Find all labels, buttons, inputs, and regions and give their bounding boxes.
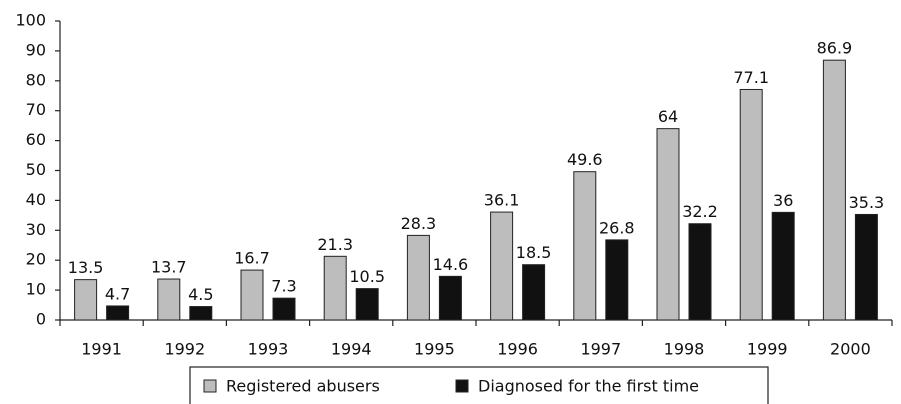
data-label: 7.3 <box>271 277 296 296</box>
bar <box>157 278 181 321</box>
y-tick-label: 60 <box>26 130 46 149</box>
x-tick-label: 1996 <box>497 340 538 359</box>
y-tick-label: 90 <box>26 40 46 59</box>
y-tick-label: 70 <box>26 100 46 119</box>
data-label: 64 <box>658 107 678 126</box>
bar <box>189 306 213 321</box>
y-tick-label: 50 <box>26 160 46 179</box>
data-label: 36 <box>773 191 793 210</box>
x-tick-label: 1991 <box>81 340 122 359</box>
data-label: 4.7 <box>105 284 130 303</box>
y-tick-label: 80 <box>26 70 46 89</box>
bar <box>739 88 763 321</box>
bar <box>822 59 846 321</box>
y-tick-label: 0 <box>36 310 46 329</box>
bar <box>688 223 712 321</box>
data-label: 10.5 <box>349 267 385 286</box>
bar <box>240 269 264 321</box>
data-label: 77.1 <box>733 68 769 87</box>
x-tick-label: 1995 <box>414 340 455 359</box>
legend-swatch <box>203 379 217 393</box>
data-label: 28.3 <box>401 214 437 233</box>
data-label: 13.7 <box>151 258 187 277</box>
bar <box>522 264 546 321</box>
y-tick-label: 20 <box>26 250 46 269</box>
bar <box>605 239 629 321</box>
data-label: 35.3 <box>849 193 885 212</box>
data-label: 26.8 <box>599 218 635 237</box>
data-label: 32.2 <box>682 202 718 221</box>
data-label: 49.6 <box>567 150 603 169</box>
legend-label: Registered abusers <box>226 377 380 396</box>
legend-swatch <box>455 379 469 393</box>
y-tick-label: 100 <box>15 11 46 30</box>
x-tick-label: 1997 <box>580 340 621 359</box>
x-tick-label: 1994 <box>331 340 372 359</box>
y-tick-label: 30 <box>26 220 46 239</box>
bar <box>323 255 347 321</box>
data-label: 4.5 <box>188 285 213 304</box>
x-tick-label: 1998 <box>664 340 705 359</box>
data-label: 18.5 <box>516 243 552 262</box>
bar <box>438 275 462 321</box>
bar <box>573 171 597 321</box>
bar <box>406 234 430 321</box>
x-tick-label: 2000 <box>830 340 871 359</box>
bar <box>272 297 296 321</box>
bar <box>490 211 514 321</box>
data-label: 14.6 <box>433 255 469 274</box>
y-tick-label: 10 <box>26 280 46 299</box>
bar <box>771 211 795 321</box>
x-tick-label: 1993 <box>248 340 289 359</box>
data-label: 36.1 <box>484 191 520 210</box>
legend-box <box>189 366 769 404</box>
bar <box>656 128 680 321</box>
bar <box>355 288 379 321</box>
data-label: 21.3 <box>317 235 353 254</box>
y-tick-label: 40 <box>26 190 46 209</box>
data-label: 13.5 <box>68 258 104 277</box>
bar <box>74 279 98 321</box>
data-label: 16.7 <box>234 249 270 268</box>
legend-label: Diagnosed for the first time <box>478 377 699 396</box>
data-label: 86.9 <box>817 39 853 58</box>
x-tick-label: 1992 <box>164 340 205 359</box>
x-tick-label: 1999 <box>747 340 788 359</box>
bar <box>106 305 130 321</box>
bar <box>854 213 878 321</box>
